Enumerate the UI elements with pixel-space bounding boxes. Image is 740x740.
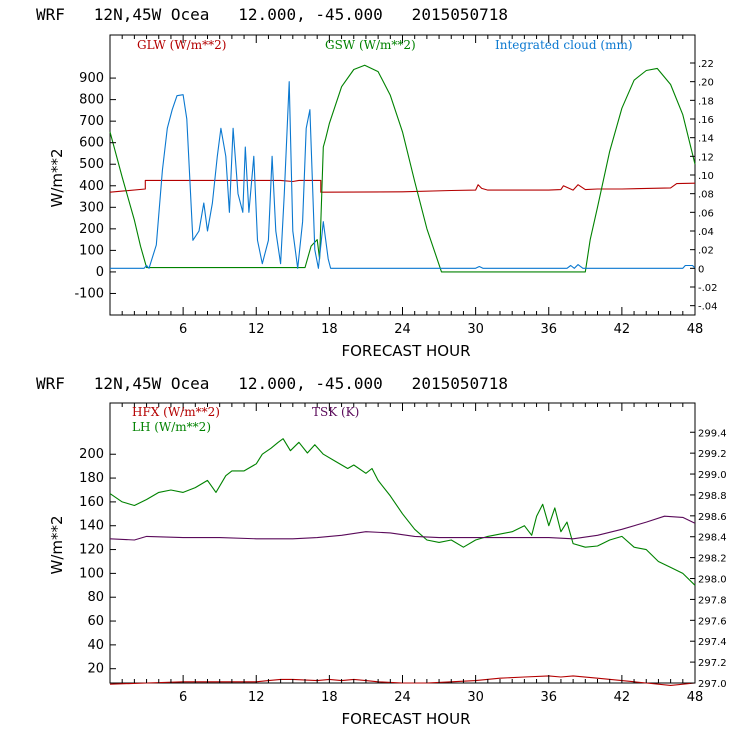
y2-tick-label: .12 bbox=[698, 152, 714, 163]
chart-1-plot-area bbox=[109, 34, 696, 316]
x-tick-label: 30 bbox=[467, 322, 484, 337]
x-tick-label: 30 bbox=[467, 690, 484, 705]
y2-tick-label: 298.4 bbox=[698, 533, 727, 544]
y-tick-label: 40 bbox=[87, 638, 104, 653]
y-tick-label: 800 bbox=[79, 93, 104, 108]
series-line-tsk bbox=[109, 515, 696, 541]
chart-1-legend-cloud: Integrated cloud (mm) bbox=[495, 38, 633, 52]
y2-tick-label: 297.0 bbox=[698, 679, 727, 690]
chart-2-x-axis-label: FORECAST HOUR bbox=[341, 710, 470, 728]
x-tick-label: 36 bbox=[540, 322, 557, 337]
x-tick-label: 6 bbox=[179, 322, 187, 337]
y-tick-label: 400 bbox=[79, 179, 104, 194]
chart-1-title: WRF 12N,45W Ocea 12.000, -45.000 2015050… bbox=[36, 5, 508, 24]
y-tick-label: 900 bbox=[79, 71, 104, 86]
y2-tick-label: .02 bbox=[698, 246, 714, 257]
chart-2-legend-hfx: HFX (W/m**2) bbox=[132, 405, 220, 419]
y-tick-label: 120 bbox=[79, 543, 104, 558]
chart-2-y2-ticks: 297.0 297.2 297.4 297.6 297.8 298.0 298.2 298.4… bbox=[690, 428, 727, 690]
y-tick-label: 20 bbox=[87, 662, 104, 677]
y2-tick-label: .20 bbox=[698, 78, 714, 89]
y2-tick-label: 298.8 bbox=[698, 491, 727, 502]
y2-tick-label: .18 bbox=[698, 96, 714, 107]
chart-2-title: WRF 12N,45W Ocea 12.000, -45.000 2015050… bbox=[36, 374, 508, 393]
y2-tick-label: 299.0 bbox=[698, 470, 727, 481]
y2-tick-label: 299.2 bbox=[698, 449, 727, 460]
y-tick-label: -100 bbox=[74, 286, 104, 301]
y-tick-label: 180 bbox=[79, 471, 104, 486]
y-tick-label: 300 bbox=[79, 200, 104, 215]
x-tick-label: 18 bbox=[321, 322, 338, 337]
y2-tick-label: .22 bbox=[698, 59, 714, 70]
y2-tick-label: .16 bbox=[698, 115, 714, 126]
y2-tick-label: 298.6 bbox=[698, 512, 727, 523]
y2-tick-label: 298.2 bbox=[698, 554, 727, 565]
y-tick-label: 80 bbox=[87, 590, 104, 605]
chart-1-x-axis-label: FORECAST HOUR bbox=[341, 342, 470, 360]
chart-2-y-ticks: 20 40 60 80 100 120 140 160 180 200 bbox=[79, 447, 116, 677]
y2-tick-label: .06 bbox=[698, 208, 714, 219]
x-tick-label: 48 bbox=[687, 322, 704, 337]
series-line-glw bbox=[109, 179, 696, 193]
x-tick-label: 48 bbox=[687, 690, 704, 705]
y2-tick-label: .10 bbox=[698, 171, 714, 182]
y2-tick-label: .04 bbox=[698, 227, 714, 238]
chart-2-legend-lh: LH (W/m**2) bbox=[132, 420, 211, 434]
chart-1-y-axis-label: W/m**2 bbox=[48, 148, 66, 207]
y-tick-label: 600 bbox=[79, 136, 104, 151]
x-tick-label: 42 bbox=[614, 690, 631, 705]
x-tick-label: 42 bbox=[614, 322, 631, 337]
y-tick-label: 200 bbox=[79, 222, 104, 237]
chart-2-series bbox=[109, 438, 696, 686]
series-line-integrated bbox=[110, 81, 696, 269]
x-tick-label: 12 bbox=[248, 690, 265, 705]
x-tick-label: 12 bbox=[248, 322, 265, 337]
y2-tick-label: .08 bbox=[698, 190, 714, 201]
series-line-gsw bbox=[109, 64, 696, 273]
chart-2-legend-tsk: TSK (K) bbox=[312, 405, 359, 419]
y2-tick-label: .14 bbox=[698, 134, 714, 145]
chart-2-y-axis-label: W/m**2 bbox=[48, 515, 66, 574]
y2-tick-label: 298.0 bbox=[698, 575, 727, 586]
chart-1-y-ticks: -100 0 100 200 300 400 500 600 700 800 900 bbox=[74, 71, 116, 301]
y-tick-label: 140 bbox=[79, 519, 104, 534]
y2-tick-label: 297.4 bbox=[698, 637, 727, 648]
chart-1-y2-ticks: -.04 -.02 0 .02 .04 .06 .08 .10 .12 .14 .16 .18 .20.… bbox=[690, 59, 718, 313]
chart-1-legend-gsw: GSW (W/m**2) bbox=[325, 38, 416, 52]
y-tick-label: 200 bbox=[79, 447, 104, 462]
chart-1-series bbox=[109, 64, 696, 273]
y2-tick-label: -.04 bbox=[698, 302, 718, 313]
series-line-lh bbox=[109, 438, 696, 586]
x-tick-label: 24 bbox=[394, 322, 411, 337]
y-tick-label: 160 bbox=[79, 495, 104, 510]
y-tick-label: 0 bbox=[96, 265, 104, 280]
chart-1-legend-glw: GLW (W/m**2) bbox=[137, 38, 226, 52]
y2-tick-label: 297.6 bbox=[698, 616, 727, 627]
y-tick-label: 700 bbox=[79, 114, 104, 129]
y2-tick-label: 0 bbox=[698, 264, 704, 275]
x-tick-label: 24 bbox=[394, 690, 411, 705]
y2-tick-label: 297.2 bbox=[698, 658, 727, 669]
y-tick-label: 60 bbox=[87, 614, 104, 629]
y2-tick-label: -.02 bbox=[698, 283, 718, 294]
y2-tick-label: 297.8 bbox=[698, 595, 727, 606]
y-tick-label: 500 bbox=[79, 157, 104, 172]
y-tick-label: 100 bbox=[79, 566, 104, 581]
chart-2-x-ticks: 6 12 18 24 30 36 42 48 bbox=[121, 403, 704, 705]
chart-2-plot-area bbox=[109, 402, 696, 684]
x-tick-label: 18 bbox=[321, 690, 338, 705]
x-tick-label: 36 bbox=[540, 690, 557, 705]
y-tick-label: 100 bbox=[79, 243, 104, 258]
chart-1-x-ticks: 6 12 18 24 30 36 42 48 bbox=[121, 35, 704, 337]
y2-tick-label: 299.4 bbox=[698, 428, 727, 439]
x-tick-label: 6 bbox=[179, 690, 187, 705]
